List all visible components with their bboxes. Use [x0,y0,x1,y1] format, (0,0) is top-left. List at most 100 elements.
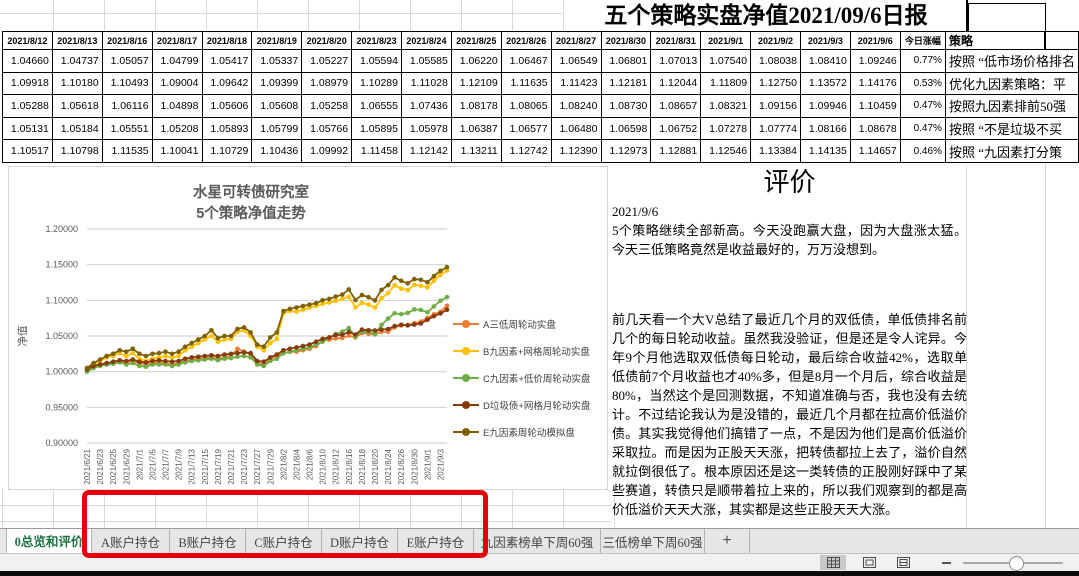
strategy-chart[interactable]: 0.90000 0.95000 1.00000 1.05000 1.10000 1.150… [8,166,608,490]
value-cell[interactable]: 1.04799 [151,49,203,73]
evaluation-panel[interactable]: 评价 2021/9/6 5个策略继续全部新高。今天没跑赢大盘，因为大盘涨太猛。今… [612,166,967,528]
value-cell[interactable]: 1.05895 [351,116,402,141]
value-cell[interactable]: 1.05258 [301,94,353,118]
value-cell[interactable]: 1.07774 [750,116,801,141]
value-cell[interactable]: 1.12881 [650,139,702,163]
value-cell[interactable]: 1.08678 [849,116,901,141]
date-header-cell[interactable]: 2021/8/25 [450,31,502,50]
value-cell[interactable]: 1.05608 [251,94,303,118]
value-cell[interactable]: 1.13384 [750,139,801,163]
value-cell[interactable]: 1.12044 [650,71,702,96]
value-cell[interactable]: 1.12742 [500,139,552,163]
value-cell[interactable]: 1.07013 [650,49,702,73]
value-cell[interactable]: 1.11458 [351,139,402,163]
value-cell[interactable]: 1.09918 [2,71,53,96]
value-cell[interactable]: 1.10436 [251,139,303,163]
date-header-cell[interactable]: 2021/8/12 [2,31,53,50]
value-cell[interactable]: 1.05417 [201,49,253,73]
value-cell[interactable]: 1.13211 [450,139,502,163]
value-cell[interactable]: 1.10729 [201,139,253,163]
date-header-cell[interactable]: 2021/8/23 [351,31,402,50]
value-cell[interactable]: 1.04660 [2,49,53,73]
value-cell[interactable]: 1.05618 [51,94,103,118]
value-cell[interactable]: 1.06801 [600,49,652,73]
value-cell[interactable]: 1.08240 [550,94,602,118]
strategy-cell[interactable]: 按照 “低市场价格排名 [944,49,1079,73]
strategy-cell[interactable]: 按照九因素排前50强 [944,94,1079,118]
sheet-tab-B账户持仓[interactable]: B账户持仓 [170,529,246,553]
value-cell[interactable]: 1.09992 [301,139,353,163]
value-cell[interactable]: 1.06480 [550,116,602,141]
strategy-header-cell[interactable]: 策略 [944,31,1079,50]
change-cell[interactable]: 0.47% [899,116,946,141]
change-header-cell[interactable]: 今日涨幅 [899,31,946,50]
value-cell[interactable]: 1.04737 [51,49,103,73]
sheet-tab-C账户持仓[interactable]: C账户持仓 [246,529,322,553]
value-cell[interactable]: 1.05057 [101,49,153,73]
value-cell[interactable]: 1.05227 [301,49,353,73]
date-header-cell[interactable]: 2021/8/26 [500,31,552,50]
value-cell[interactable]: 1.12109 [450,71,502,96]
change-cell[interactable]: 0.77% [899,49,946,73]
date-header-cell[interactable]: 2021/8/24 [401,31,452,50]
value-cell[interactable]: 1.09004 [151,71,203,96]
value-cell[interactable]: 1.06116 [101,94,153,118]
value-cell[interactable]: 1.10289 [351,71,402,96]
value-cell[interactable]: 1.11423 [550,71,602,96]
sheet-tab-A账户持仓[interactable]: A账户持仓 [92,529,170,553]
zoom-out-button[interactable] [938,555,954,570]
date-header-cell[interactable]: 2021/8/17 [151,31,203,50]
value-cell[interactable]: 1.07540 [700,49,752,73]
value-cell[interactable]: 1.10798 [51,139,103,163]
value-cell[interactable]: 1.12973 [600,139,652,163]
date-header-cell[interactable]: 2021/8/13 [51,31,103,50]
value-cell[interactable]: 1.07436 [401,94,452,118]
value-cell[interactable]: 1.06752 [650,116,702,141]
change-cell[interactable]: 0.47% [899,94,946,118]
value-cell[interactable]: 1.06549 [550,49,602,73]
date-header-cell[interactable]: 2021/8/20 [301,31,353,50]
value-cell[interactable]: 1.12181 [600,71,652,96]
normal-view-icon[interactable] [820,555,846,570]
strategy-cell[interactable]: 按照 “九因素打分策 [944,139,1079,163]
value-cell[interactable]: 1.05585 [401,49,452,73]
date-header-cell[interactable]: 2021/8/18 [201,31,253,50]
value-cell[interactable]: 1.05606 [201,94,253,118]
value-cell[interactable]: 1.05978 [401,116,452,141]
value-cell[interactable]: 1.12390 [550,139,602,163]
value-cell[interactable]: 1.08166 [800,116,851,141]
value-cell[interactable]: 1.05337 [251,49,303,73]
value-cell[interactable]: 1.05288 [2,94,53,118]
page-layout-view-icon[interactable] [856,555,882,570]
value-cell[interactable]: 1.05766 [301,116,353,141]
zoom-slider[interactable] [963,556,1063,571]
value-cell[interactable]: 1.09399 [251,71,303,96]
date-header-cell[interactable]: 2021/8/27 [550,31,602,50]
value-cell[interactable]: 1.05594 [351,49,402,73]
page-break-view-icon[interactable] [890,555,916,570]
value-cell[interactable]: 1.11535 [101,139,153,163]
value-cell[interactable]: 1.12546 [700,139,752,163]
value-cell[interactable]: 1.10180 [51,71,103,96]
value-cell[interactable]: 1.06555 [351,94,402,118]
value-cell[interactable]: 1.05131 [2,116,53,141]
value-cell[interactable]: 1.12750 [750,71,801,96]
value-cell[interactable]: 1.10493 [101,71,153,96]
value-cell[interactable]: 1.05208 [151,116,203,141]
value-cell[interactable]: 1.11635 [500,71,552,96]
add-sheet-button[interactable]: + [705,529,750,553]
value-cell[interactable]: 1.04898 [151,94,203,118]
value-cell[interactable]: 1.06598 [600,116,652,141]
date-header-cell[interactable]: 2021/8/19 [251,31,303,50]
value-cell[interactable]: 1.10459 [849,94,901,118]
value-cell[interactable]: 1.08730 [600,94,652,118]
date-header-cell[interactable]: 2021/9/3 [800,31,851,50]
strategy-cell[interactable]: 按照 “不是垃圾不买 [944,116,1079,141]
value-cell[interactable]: 1.09642 [201,71,253,96]
sheet-tab-E账户持仓[interactable]: E账户持仓 [398,529,474,553]
sheet-tab-三低榜单下周60强[interactable]: 三低榜单下周60强 [601,529,705,553]
date-header-cell[interactable]: 2021/8/16 [101,31,153,50]
change-cell[interactable]: 0.46% [899,139,946,163]
value-cell[interactable]: 1.10517 [2,139,53,163]
value-cell[interactable]: 1.14176 [849,71,901,96]
